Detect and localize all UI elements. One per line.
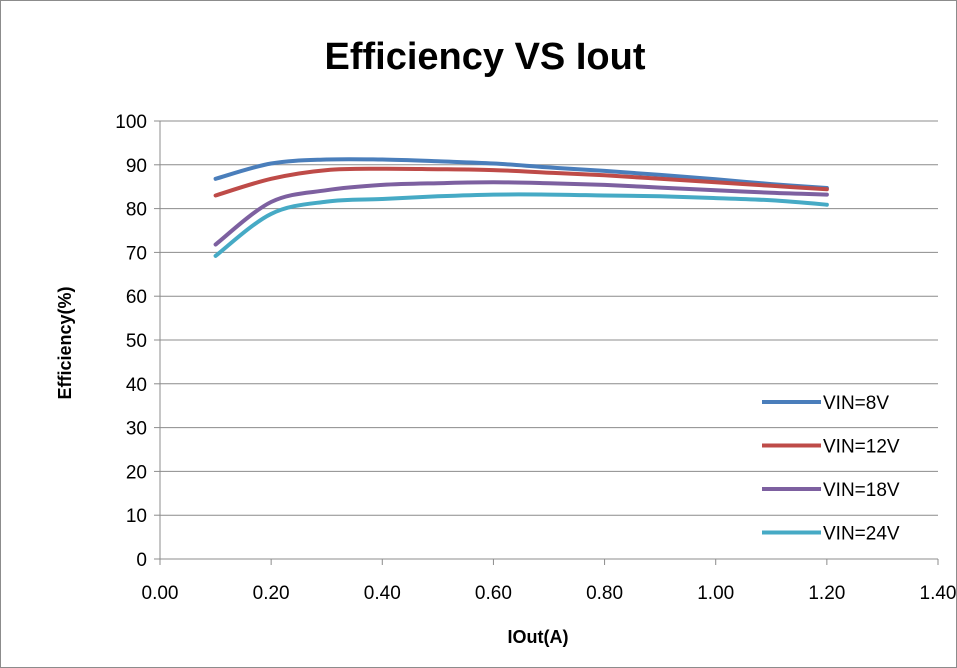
x-tick-labels: 0.00 0.20 0.40 0.60 0.80 1.00 1.20 1.40 xyxy=(142,583,956,604)
y-tick-label: 20 xyxy=(126,462,147,483)
legend: VIN=8V VIN=12V VIN=18V VIN=24V xyxy=(762,393,900,545)
y-tick-labels: 0 10 20 30 40 50 60 70 80 90 100 xyxy=(115,112,147,571)
data-series xyxy=(213,157,829,258)
series-line-vin-24v xyxy=(213,192,829,258)
series-line-vin-12v xyxy=(213,166,829,198)
x-tick-label: 0.40 xyxy=(364,583,401,604)
series-line-vin-18v xyxy=(213,180,829,247)
x-tick-label: 1.40 xyxy=(920,583,956,604)
legend-label-vin-8v: VIN=8V xyxy=(823,393,889,414)
y-axis-title: Efficiency(%) xyxy=(55,286,75,399)
legend-label-vin-18v: VIN=18V xyxy=(823,480,900,501)
x-tick-label: 1.00 xyxy=(697,583,734,604)
x-tick-label: 1.20 xyxy=(808,583,845,604)
grid-lines xyxy=(160,120,938,516)
legend-label-vin-12v: VIN=12V xyxy=(823,437,900,458)
y-tick-label: 70 xyxy=(126,243,147,264)
y-tick-label: 100 xyxy=(115,112,147,133)
x-tick-label: 0.20 xyxy=(253,583,290,604)
y-tick-label: 0 xyxy=(136,550,147,571)
x-tick-label: 0.80 xyxy=(586,583,623,604)
y-tick-label: 60 xyxy=(126,287,147,308)
y-tick-label: 40 xyxy=(126,375,147,396)
y-tick-label: 30 xyxy=(126,419,147,440)
y-tick-label: 10 xyxy=(126,506,147,527)
chart-title: Efficiency VS Iout xyxy=(325,36,646,78)
y-tick-label: 90 xyxy=(126,156,147,177)
x-axis-title: IOut(A) xyxy=(508,627,569,647)
x-tick-label: 0.60 xyxy=(475,583,512,604)
legend-label-vin-24v: VIN=24V xyxy=(823,524,900,545)
y-tick-label: 50 xyxy=(126,331,147,352)
series-line-vin-8v xyxy=(213,157,829,190)
x-tick-label: 0.00 xyxy=(142,583,179,604)
axes xyxy=(154,120,939,565)
y-tick-label: 80 xyxy=(126,200,147,221)
